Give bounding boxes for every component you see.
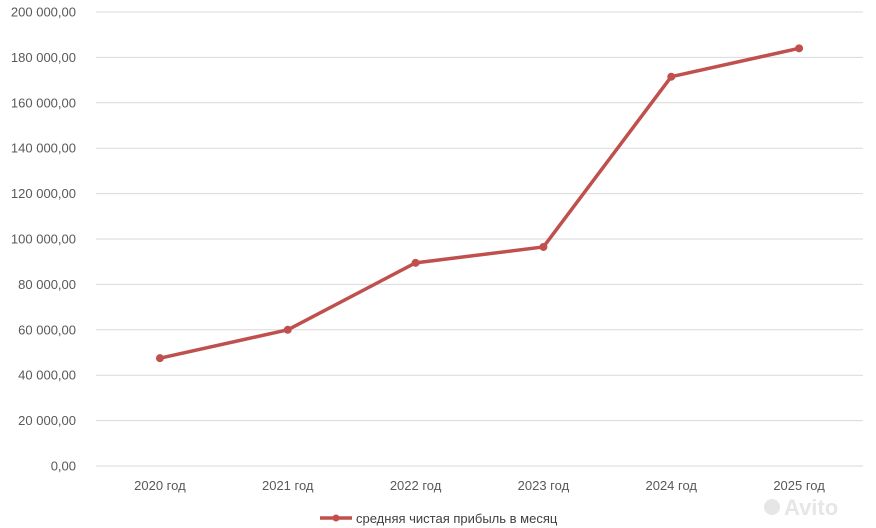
x-tick-label: 2022 год [390,478,442,493]
x-tick-label: 2021 год [262,478,314,493]
watermark: Avito [764,495,838,520]
series-line [158,46,801,360]
data-point [411,258,420,267]
y-tick-label: 160 000,00 [11,95,76,110]
series-layer [155,44,804,363]
y-tick-label: 60 000,00 [18,322,76,337]
y-tick-label: 100 000,00 [11,232,76,247]
y-tick-label: 140 000,00 [11,141,76,156]
watermark-text: Avito [784,495,838,520]
x-tick-label: 2020 год [134,478,186,493]
x-tick-label: 2025 год [773,478,825,493]
data-point [795,44,804,53]
x-tick-label: 2023 год [518,478,570,493]
y-tick-label: 0,00 [51,459,76,474]
legend: средняя чистая прибыль в месяц [320,511,558,526]
legend-marker-swatch [332,514,340,522]
y-tick-label: 200 000,00 [11,5,76,20]
y-axis-ticks: 0,00 20 000,00 40 000,00 60 000,00 80 000,00… [11,5,76,474]
legend-label: средняя чистая прибыль в месяц [356,511,558,526]
y-tick-label: 40 000,00 [18,368,76,383]
data-point [283,325,292,334]
grid-lines [96,11,863,467]
data-point [539,242,548,251]
y-tick-label: 80 000,00 [18,277,76,292]
x-tick-label: 2024 год [645,478,697,493]
data-point [667,72,676,81]
y-tick-label: 20 000,00 [18,413,76,428]
x-axis-ticks: 2020 год 2021 год 2022 год 2023 год 2024 год… [134,478,825,493]
y-tick-label: 180 000,00 [11,50,76,65]
data-point [155,354,164,363]
y-tick-label: 120 000,00 [11,186,76,201]
watermark-logo-icon [764,499,780,515]
